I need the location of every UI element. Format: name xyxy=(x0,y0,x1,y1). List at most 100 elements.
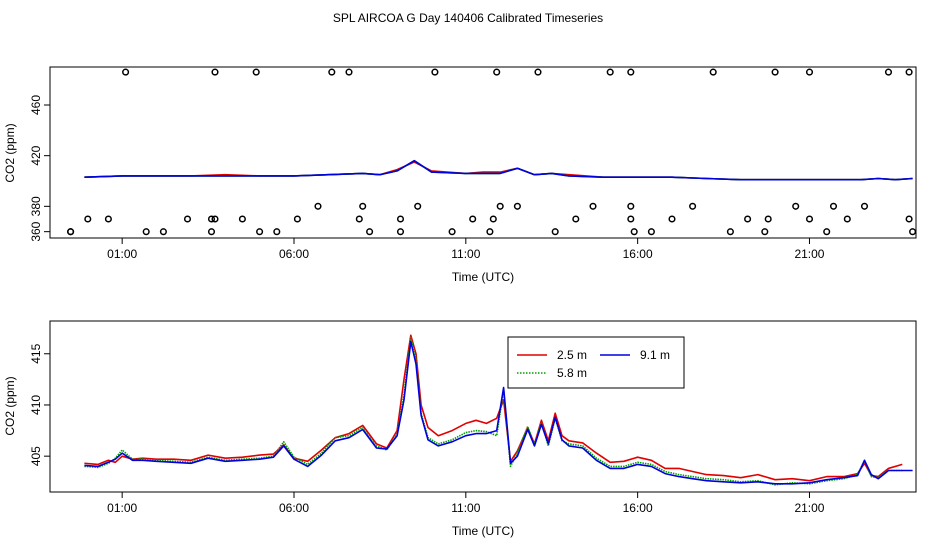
top-y-tick-label: 360 xyxy=(29,221,43,241)
calibration-point xyxy=(159,228,167,236)
legend-label-9-1m: 9.1 m xyxy=(640,348,670,362)
calibration-point xyxy=(273,228,281,236)
calibration-point xyxy=(689,202,697,210)
top-x-tick-label: 16:00 xyxy=(623,247,653,261)
calibration-point xyxy=(84,215,92,223)
calibration-point xyxy=(328,68,336,76)
calibration-point xyxy=(211,68,219,76)
calibration-point xyxy=(823,228,831,236)
calibration-point xyxy=(884,68,893,76)
bottom-x-tick-label: 16:00 xyxy=(623,501,653,515)
calibration-point xyxy=(627,68,635,76)
calibration-point xyxy=(589,202,597,210)
calibration-point xyxy=(293,215,301,223)
calibration-point xyxy=(709,68,717,76)
top-y-tick-label: 460 xyxy=(29,95,43,115)
calibration-point xyxy=(513,202,521,210)
calibration-point xyxy=(396,215,405,223)
calibration-point xyxy=(396,228,405,236)
calibration-point xyxy=(142,228,150,236)
top-series-2-5-m xyxy=(84,161,913,181)
calibration-point xyxy=(493,68,501,76)
bottom-x-tick-label: 06:00 xyxy=(279,501,309,515)
calibration-point xyxy=(627,215,635,223)
top-series-5-8-m xyxy=(84,159,913,181)
calibration-point xyxy=(183,215,192,223)
top-y-tick-label: 420 xyxy=(29,145,43,165)
bottom-plot-frame xyxy=(49,320,917,493)
top-x-tick-label: 21:00 xyxy=(794,247,824,261)
calibration-point xyxy=(207,228,216,236)
bottom-series-9-1-m xyxy=(84,340,913,485)
calibration-point xyxy=(469,215,477,223)
top-panel: 01:00 06:00 11:00 16:00 21:00 360 380 420 460 Ti… xyxy=(3,66,917,284)
calibration-point xyxy=(627,202,635,210)
bottom-y-tick-label: 410 xyxy=(29,395,43,415)
calibration-point xyxy=(792,202,800,210)
top-plot-frame xyxy=(49,66,917,239)
calibration-point xyxy=(496,202,504,210)
calibration-point xyxy=(345,68,353,76)
calibration-point xyxy=(905,68,913,76)
top-series-9-1-m xyxy=(84,159,913,181)
calibration-point xyxy=(366,228,374,236)
calibration-point xyxy=(606,68,614,76)
top-y-axis-label: CO2 (ppm) xyxy=(3,123,17,182)
top-x-tick-label: 01:00 xyxy=(107,247,137,261)
calibration-point xyxy=(67,228,75,236)
calibration-point xyxy=(256,228,264,236)
calibration-point xyxy=(744,215,752,223)
calibration-point xyxy=(805,68,814,76)
calibration-point xyxy=(414,202,422,210)
legend-label-5-8m: 5.8 m xyxy=(557,366,587,380)
calibration-point xyxy=(104,215,112,223)
calibration-point xyxy=(843,215,851,223)
calibration-point xyxy=(572,215,580,223)
bottom-y-tick-label: 415 xyxy=(29,343,43,363)
bottom-series-2-5-m xyxy=(84,334,903,482)
calibration-point xyxy=(486,228,494,236)
calibration-point xyxy=(771,68,779,76)
bottom-panel: 01:00 06:00 11:00 16:00 21:00 405 410 415 Time … xyxy=(3,320,917,538)
top-x-tick-label: 06:00 xyxy=(279,247,309,261)
calibration-point xyxy=(909,228,917,236)
calibration-point xyxy=(905,215,913,223)
calibration-point xyxy=(431,68,439,76)
calibration-point xyxy=(314,202,322,210)
top-series-lines xyxy=(84,159,913,181)
calibration-point xyxy=(668,215,676,223)
calibration-point xyxy=(761,228,769,236)
calibration-point xyxy=(534,68,542,76)
top-x-axis-label: Time (UTC) xyxy=(452,270,514,284)
bottom-series-lines xyxy=(84,334,913,486)
calibration-point xyxy=(489,215,497,223)
top-y-tick-label: 380 xyxy=(29,196,43,216)
calibration-point xyxy=(238,215,246,223)
bottom-y-tick-label: 405 xyxy=(29,446,43,466)
calibration-point xyxy=(726,228,734,236)
bottom-x-axis-label: Time (UTC) xyxy=(452,524,514,538)
calibration-point xyxy=(764,215,772,223)
bottom-x-tick-label: 21:00 xyxy=(794,501,824,515)
bottom-y-axis-label: CO2 (ppm) xyxy=(3,376,17,435)
bottom-x-tick-label: 11:00 xyxy=(451,501,480,515)
bottom-x-tick-label: 01:00 xyxy=(107,501,137,515)
calibration-point xyxy=(630,228,638,236)
figure-title: SPL AIRCOA G Day 140406 Calibrated Times… xyxy=(333,11,603,25)
calibration-point xyxy=(211,215,219,223)
bottom-axes: 01:00 06:00 11:00 16:00 21:00 405 410 415 xyxy=(29,343,825,515)
calibration-point xyxy=(122,68,130,76)
calibration-point xyxy=(448,228,456,236)
calibration-point xyxy=(805,215,814,223)
legend-label-2-5m: 2.5 m xyxy=(557,348,587,362)
calibration-point xyxy=(359,202,367,210)
top-calibration-points xyxy=(67,68,917,236)
calibration-point xyxy=(647,228,655,236)
bottom-series-5-8-m xyxy=(84,336,903,486)
calibration-point xyxy=(829,202,838,210)
calibration-point xyxy=(207,215,216,223)
calibration-point xyxy=(860,202,869,210)
calibration-point xyxy=(551,228,559,236)
top-axes: 01:00 06:00 11:00 16:00 21:00 360 380 420 460 xyxy=(29,95,825,261)
